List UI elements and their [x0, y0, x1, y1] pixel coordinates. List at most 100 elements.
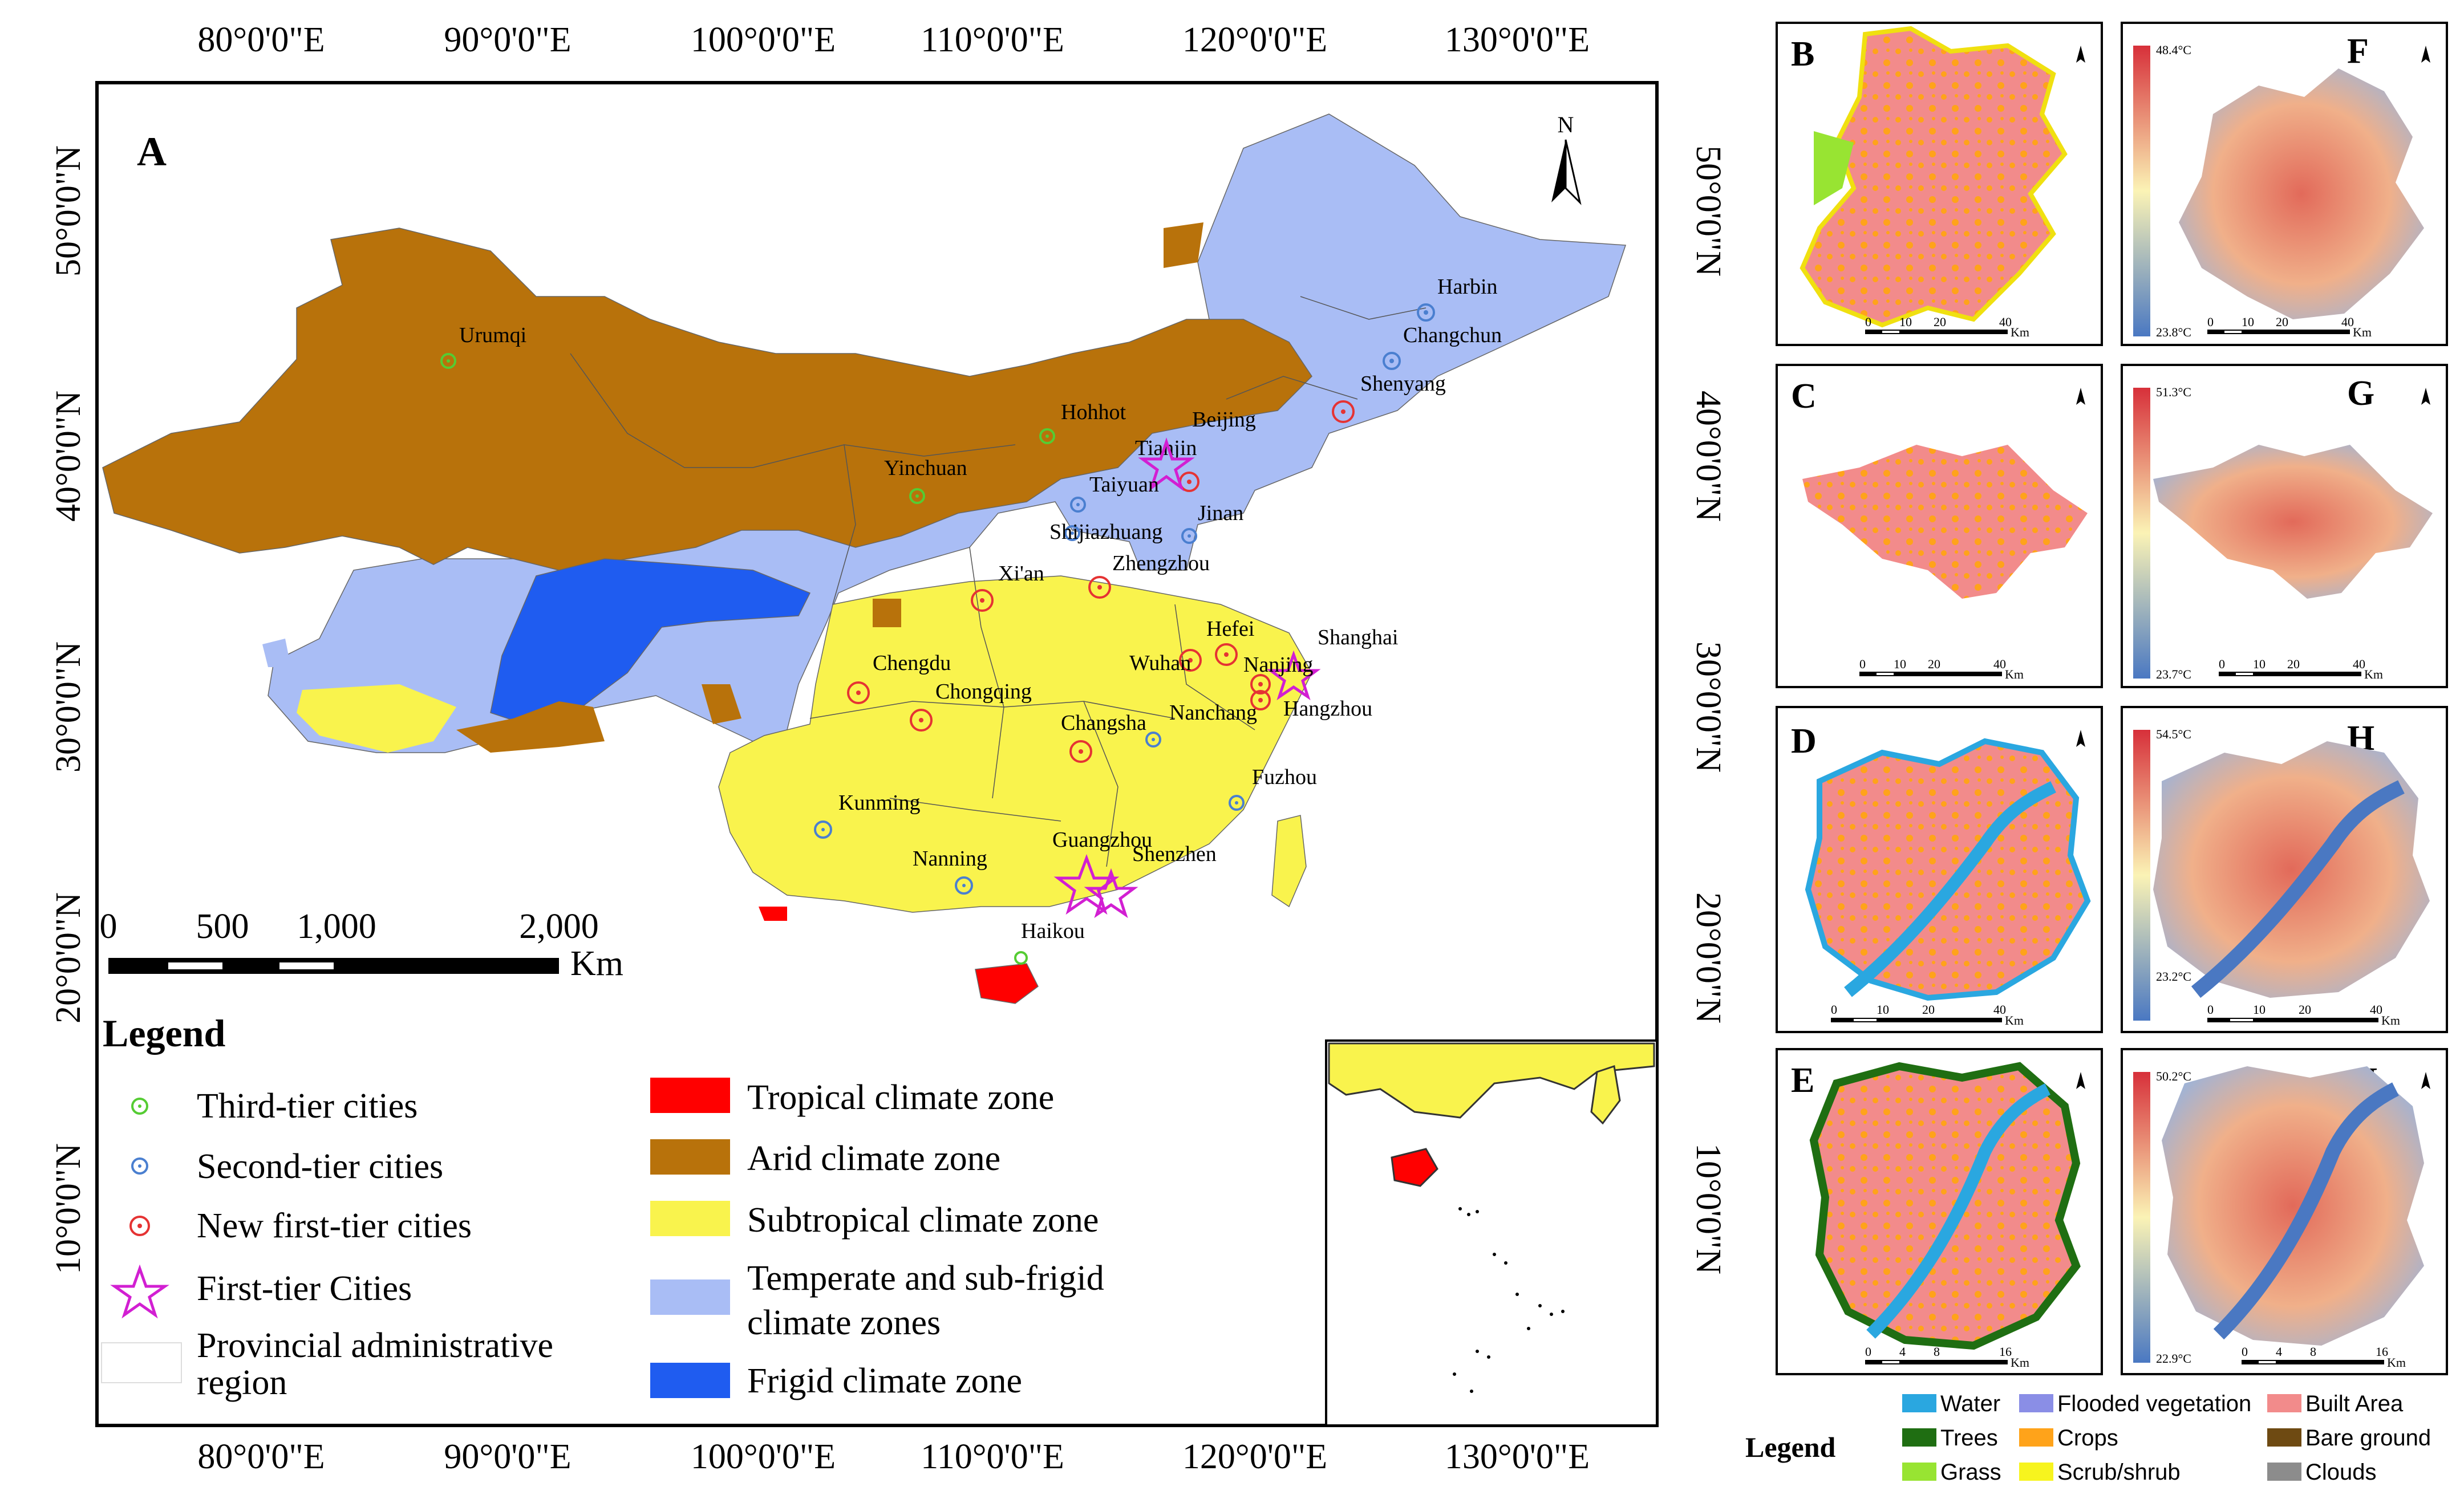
landcover-legend-title: Legend [1745, 1431, 1836, 1463]
scale-bar: 0 10 20 40 Km [2219, 657, 2383, 681]
lc-built-area: Built Area [2305, 1391, 2404, 1416]
city-changchun: Changchun [1383, 323, 1502, 370]
north-arrow-icon [2076, 46, 2085, 63]
scale-unit: Km [2005, 1013, 2024, 1027]
city-label: Urumqi [459, 323, 526, 347]
scale-tick: 10 [1877, 1002, 1889, 1017]
lat-label-right: 30°0'0"N [1689, 641, 1728, 773]
right-latitude-labels: 50°0'0"N 40°0'0"N 30°0'0"N 20°0'0"N 10°0… [1689, 145, 1728, 1274]
scale-tick: 0 [1865, 1344, 1871, 1359]
lst-max-label: 54.5°C [2156, 727, 2191, 741]
panel-letter: F [2347, 32, 2369, 71]
scale-tick: 20 [2276, 315, 2288, 329]
city-label: Chongqing [935, 680, 1032, 704]
panel-letter: D [1791, 722, 1817, 761]
lon-label-bottom: 90°0'0"E [444, 1437, 571, 1476]
lst-max-label: 48.4°C [2156, 43, 2191, 57]
scale-unit: Km [2005, 667, 2024, 681]
city-nanchang: Nanchang [1145, 701, 1257, 748]
lon-label-bottom: 80°0'0"E [197, 1437, 325, 1476]
scale-bar: 0 10 20 40 Km [2207, 315, 2372, 339]
scale-tick-label: 2,000 [519, 907, 599, 946]
city-label: Guangzhou [1052, 828, 1152, 852]
city-label: Hohhot [1061, 400, 1126, 424]
taiwan-island [1271, 815, 1307, 908]
city-label: Shanghai [1318, 625, 1398, 649]
legend-tropical: Tropical climate zone [747, 1078, 1054, 1117]
scale-bar: 0 10 20 40 Km [1831, 1002, 2024, 1027]
lst-min-label: 23.2°C [2156, 969, 2191, 984]
legend-temperate-line1: Temperate and sub-frigid [747, 1259, 1104, 1298]
city-label: Nanjing [1243, 653, 1313, 677]
lst-max-label: 50.2°C [2156, 1069, 2191, 1083]
lat-label-right: 10°0'0"N [1689, 1143, 1728, 1274]
city-hefei: Hefei [1206, 617, 1254, 666]
city-zhengzhou: Zhengzhou [1088, 551, 1210, 599]
lat-label-right: 20°0'0"N [1689, 892, 1728, 1023]
left-latitude-labels: 50°0'0"N 40°0'0"N 30°0'0"N 20°0'0"N 10°0… [49, 145, 88, 1274]
scale-tick: 8 [2310, 1344, 2316, 1359]
city-label: Shijiazhuang [1049, 520, 1162, 544]
scale-tick: 4 [2276, 1344, 2282, 1359]
city-label: Shenzhen [1132, 842, 1217, 866]
lat-label-left: 50°0'0"N [49, 145, 88, 277]
city-beijing-star [1138, 437, 1195, 491]
scale-unit: Km [2364, 667, 2383, 681]
lat-label-left: 30°0'0"N [49, 641, 88, 773]
legend-frigid: Frigid climate zone [747, 1362, 1022, 1400]
tropical-patch-mainland [759, 907, 787, 921]
scale-tick: 0 [2207, 1002, 2214, 1017]
lst-min-label: 23.8°C [2156, 325, 2191, 339]
scale-tick: 40 [1993, 1002, 2006, 1017]
city-nanjing: Nanjing [1243, 653, 1313, 694]
legend-second-tier: Second-tier cities [197, 1147, 443, 1186]
city-urumqi: Urumqi [440, 323, 526, 369]
scale-tick: 40 [2370, 1002, 2382, 1017]
city-label: Yinchuan [884, 456, 967, 480]
island-patch [262, 639, 291, 667]
scale-tick: 20 [2287, 657, 2300, 671]
panel-h: H 54.5°C 23.2°C 0 10 20 40 Km [2121, 706, 2448, 1033]
scale-unit: Km [2011, 1355, 2029, 1370]
north-arrow-icon [2076, 1072, 2085, 1089]
main-scale-bar: 0 500 1,000 2,000 Km [100, 907, 624, 983]
scale-tick: 0 [2219, 657, 2225, 671]
city-fuzhou: Fuzhou [1229, 765, 1317, 811]
city-taiyuan: Taiyuan [1070, 473, 1159, 513]
lon-label-bottom: 100°0'0"E [691, 1437, 836, 1476]
panel-c: C 0 10 20 40 Km [1776, 364, 2103, 688]
north-arrow-icon [2076, 730, 2085, 747]
north-arrow-icon [2421, 46, 2430, 63]
scale-bar: 0 10 20 40 Km [1865, 315, 2029, 339]
panel-letter: C [1791, 377, 1817, 416]
scale-tick: 40 [1993, 657, 2006, 671]
city-label: Jinan [1198, 501, 1243, 525]
lc-bare-ground: Bare ground [2305, 1425, 2431, 1451]
climate-legend: Legend Third-tier cities Second-tier cit… [101, 1012, 1104, 1402]
legend-temperate-line2: climate zones [747, 1303, 941, 1342]
city-label: Harbin [1437, 275, 1498, 299]
north-arrow-icon: N [1551, 112, 1582, 205]
lon-label-top: 130°0'0"E [1445, 21, 1590, 59]
city-label: Nanchang [1169, 701, 1257, 725]
city-label: Wuhan [1129, 651, 1191, 675]
north-arrow-icon [2421, 388, 2430, 405]
lon-label-top: 110°0'0"E [921, 21, 1064, 59]
lst-min-label: 23.7°C [2156, 667, 2191, 681]
city-hangzhou: Hangzhou [1250, 690, 1372, 721]
lon-label-top: 100°0'0"E [691, 21, 836, 59]
lat-label-left: 40°0'0"N [49, 391, 88, 522]
scale-unit: Km [2381, 1013, 2400, 1027]
panel-d: D 0 10 20 40 Km [1776, 706, 2103, 1033]
lc-grass: Grass [1940, 1460, 2001, 1485]
arid-zone-patch-ne [1164, 222, 1203, 268]
scale-tick: 10 [1899, 315, 1912, 329]
city-chongqing: Chongqing [910, 680, 1032, 732]
scale-bar: 0 4 8 16 Km [1865, 1344, 2029, 1370]
landcover-legend: Legend Water Trees Grass Flooded vegetat… [1745, 1391, 2431, 1485]
city-wuhan: Wuhan [1129, 649, 1202, 675]
city-label: Shenyang [1360, 372, 1446, 396]
city-xian: Xi'an [971, 562, 1044, 612]
scale-tick: 0 [1831, 1002, 1837, 1017]
lc-trees: Trees [1940, 1425, 1998, 1451]
